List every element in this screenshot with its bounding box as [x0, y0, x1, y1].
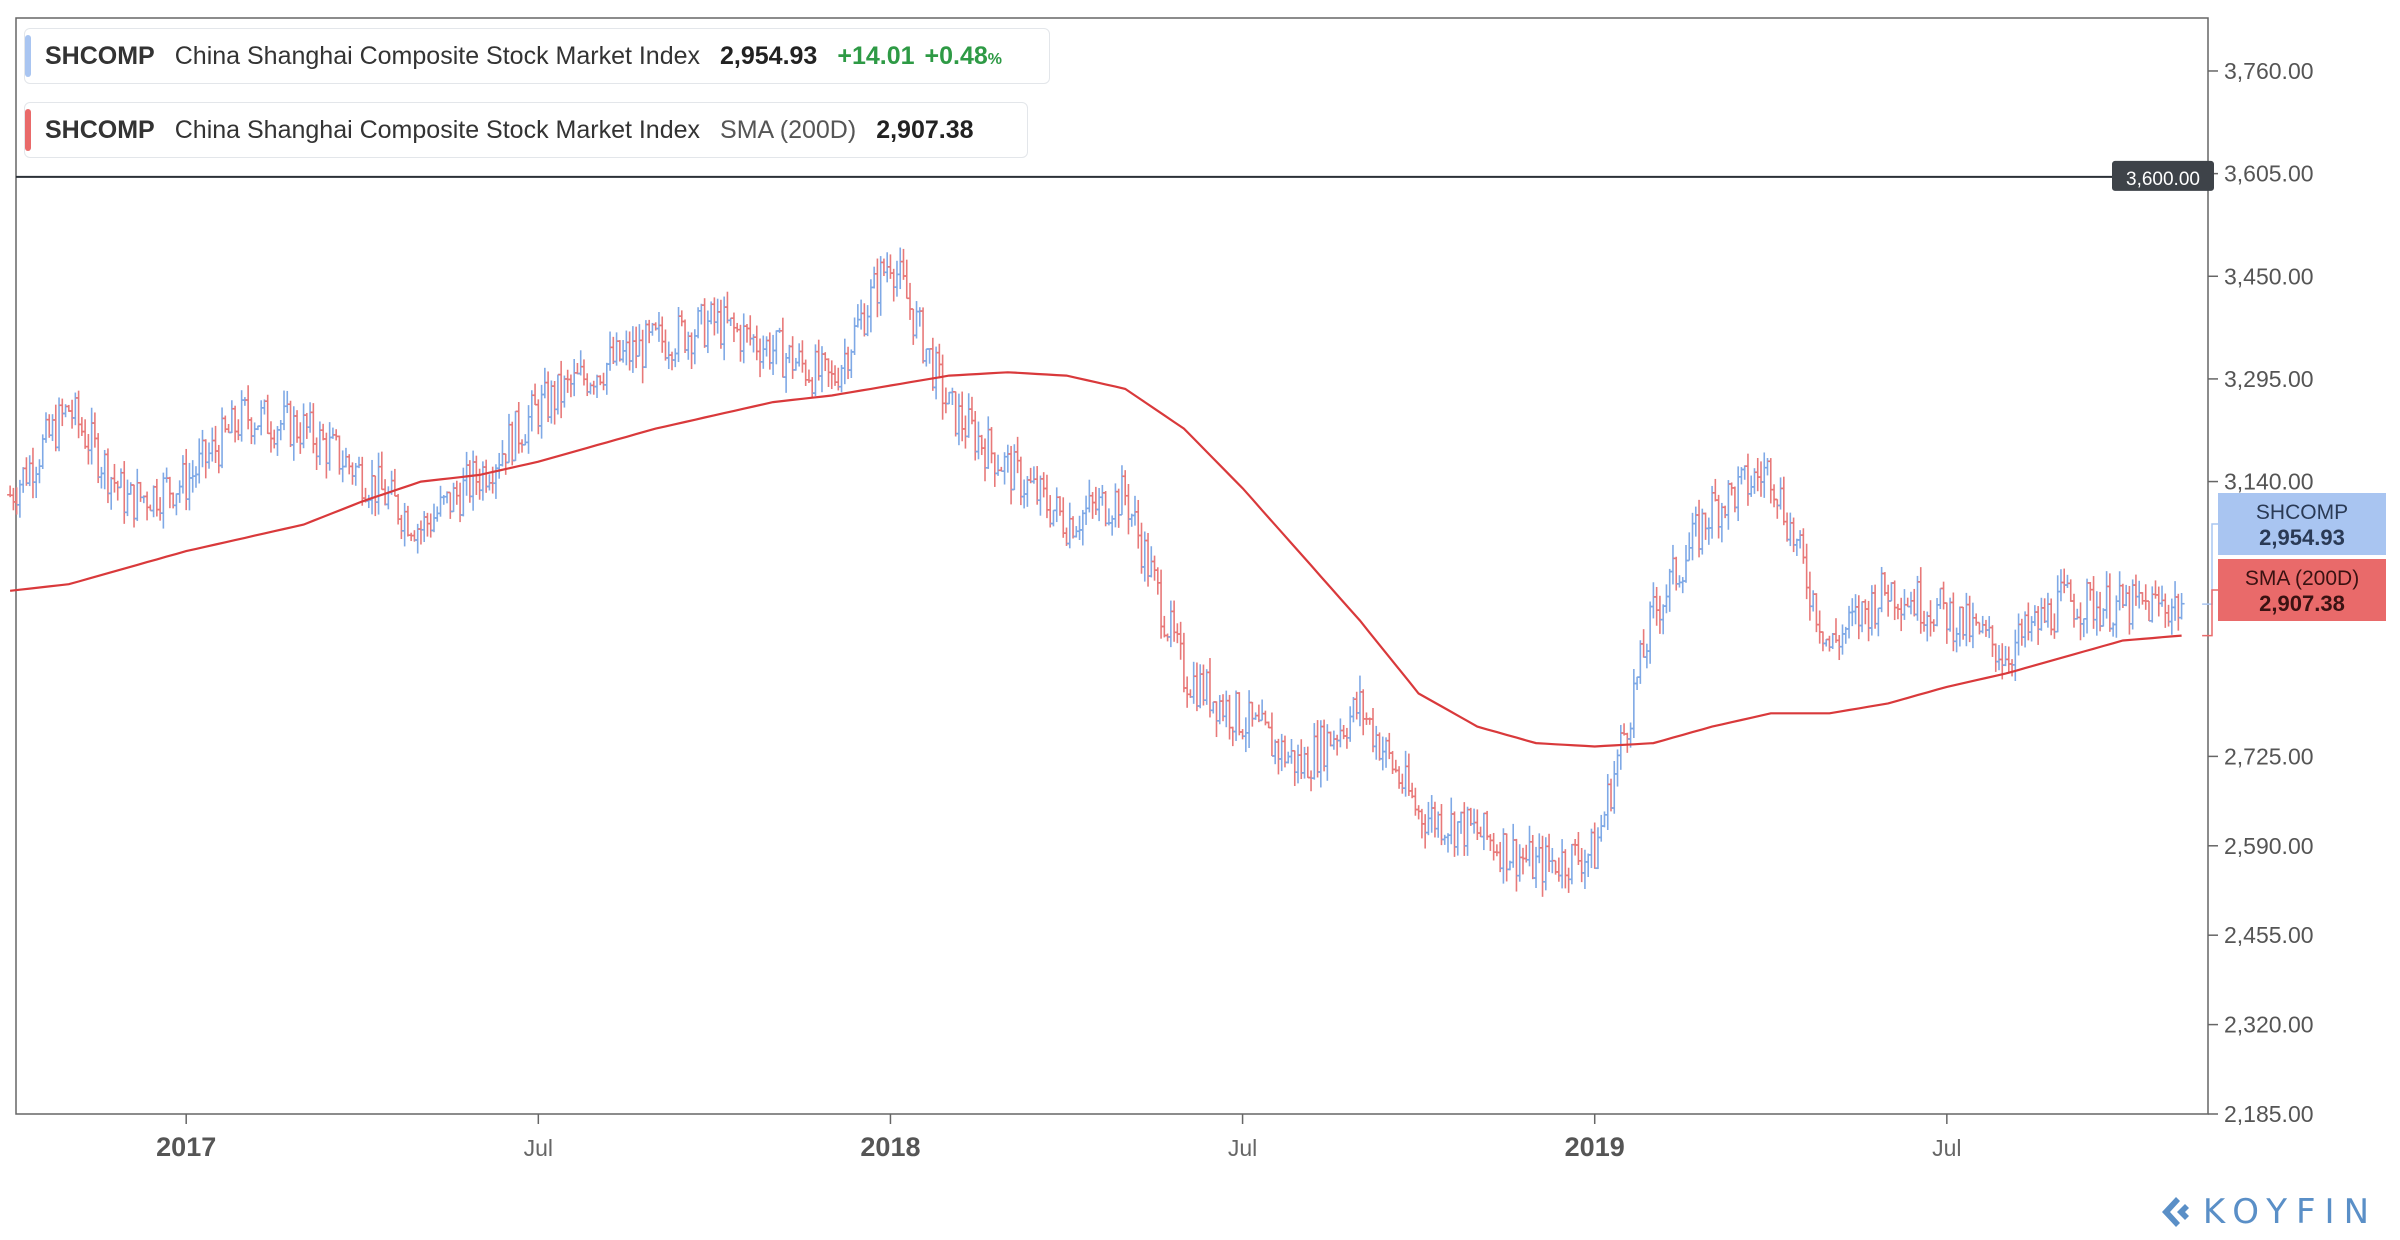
- legend-change-pct-unit: %: [987, 50, 1003, 68]
- price-bars: [7, 247, 2185, 897]
- x-tick-label: 2017: [156, 1132, 216, 1162]
- price-badge-bg: [2218, 493, 2386, 555]
- y-tick-label: 2,725.00: [2224, 743, 2314, 769]
- price-connector: [2202, 523, 2218, 605]
- study-value: 2,907.38: [876, 115, 974, 144]
- x-tick-label: Jul: [524, 1135, 553, 1161]
- plot-frame: [15, 17, 2209, 1115]
- legend-change: +14.01: [837, 41, 915, 70]
- hline-badge-bg: [2112, 160, 2214, 191]
- price-badge-value: 2,954.93: [2259, 525, 2345, 550]
- y-tick-label: 3,140.00: [2224, 469, 2314, 495]
- legend-study[interactable]: SHCOMP China Shanghai Composite Stock Ma…: [24, 102, 1028, 158]
- legend-change-pct-value: +0.48: [924, 41, 988, 70]
- study-ticker: SHCOMP: [45, 115, 155, 144]
- x-tick-label: 2019: [1565, 1132, 1625, 1162]
- sma-badge-bg: [2218, 559, 2386, 621]
- y-tick-label: 3,760.00: [2224, 58, 2314, 84]
- sma-badge: SMA (200D)2,907.38: [2218, 559, 2386, 621]
- koyfin-logo-icon: [2161, 1197, 2189, 1227]
- x-tick-label: Jul: [1228, 1135, 1257, 1161]
- legend-primary[interactable]: SHCOMP China Shanghai Composite Stock Ma…: [24, 28, 1050, 84]
- sma-badge-value: 2,907.38: [2259, 591, 2345, 616]
- sma-badge-label: SMA (200D): [2245, 567, 2359, 590]
- legend-last-price: 2,954.93: [720, 41, 818, 70]
- axes: 3,760.00 3,605.00 3,450.00 3,295.00 3,140.00…: [16, 58, 2314, 1162]
- study-label: SMA (200D): [720, 115, 857, 144]
- legend-change-pct: +0.48%: [925, 42, 1003, 71]
- ohlc-bar: [2178, 592, 2185, 620]
- sma-line: [9, 371, 2182, 748]
- y-tick-label: 3,295.00: [2224, 366, 2314, 392]
- study-color-bar: [25, 109, 31, 151]
- x-tick-label: Jul: [1932, 1135, 1961, 1161]
- x-tick-label: 2018: [860, 1132, 920, 1162]
- plot-border: [15, 17, 2209, 1115]
- legend-ticker: SHCOMP: [45, 41, 155, 70]
- koyfin-logo-text: KOYFIN: [2202, 1192, 2378, 1232]
- y-tick-label: 3,605.00: [2224, 161, 2314, 187]
- y-tick-label: 3,450.00: [2224, 263, 2314, 289]
- hline-badge-value: 3,600.00: [2126, 169, 2200, 190]
- hline-badge: 3,600.00: [2112, 160, 2214, 191]
- y-tick-label: 2,185.00: [2224, 1101, 2314, 1127]
- sma-connector: [2202, 589, 2218, 637]
- series-color-bar: [25, 35, 31, 77]
- study-name: China Shanghai Composite Stock Market In…: [174, 115, 701, 144]
- legend-name: China Shanghai Composite Stock Market In…: [174, 41, 701, 70]
- y-tick-label: 2,455.00: [2224, 922, 2314, 948]
- koyfin-logo: KOYFIN: [2159, 1192, 2378, 1232]
- price-badge-label: SHCOMP: [2256, 501, 2348, 524]
- y-tick-label: 2,590.00: [2224, 833, 2314, 859]
- sma-path: [9, 371, 2182, 748]
- y-tick-label: 2,320.00: [2224, 1012, 2314, 1038]
